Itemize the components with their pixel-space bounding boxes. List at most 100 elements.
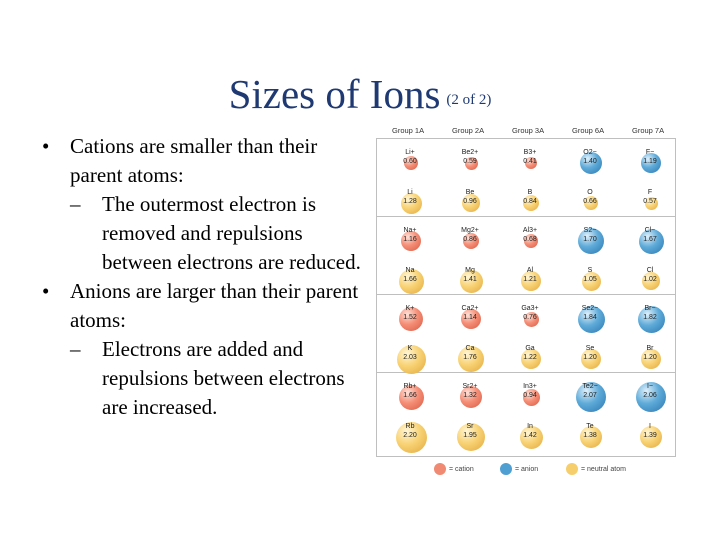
ion-label: Se2− 1.84 — [562, 304, 618, 322]
ion-cell: Li 1.28 — [382, 182, 440, 224]
neutral-sphere — [584, 196, 598, 210]
group-header: Group 1A — [392, 126, 425, 135]
ion-label: F 0.57 — [622, 188, 678, 206]
ion-cell: In3+ 0.94 — [502, 376, 560, 418]
neutral-sphere — [458, 346, 484, 372]
ion-radius: 1.95 — [463, 432, 477, 439]
ion-cell: Sr2+ 1.32 — [442, 376, 500, 418]
ion-radius: 1.38 — [583, 432, 597, 439]
legend-swatch — [566, 463, 578, 475]
ion-cell: Al 1.21 — [502, 260, 560, 302]
ion-label: Mg2+ 0.86 — [442, 226, 498, 244]
ion-symbol: Ga — [525, 345, 535, 352]
ion-radius: 1.52 — [403, 314, 417, 321]
ion-label: Cl− 1.67 — [622, 226, 678, 244]
ion-radius: 1.42 — [523, 432, 537, 439]
ion-label: Li 1.28 — [382, 188, 438, 206]
cation-sphere — [399, 307, 423, 331]
cation-sphere — [399, 385, 424, 410]
title-subtitle: (2 of 2) — [446, 92, 492, 108]
ion-label: Br− 1.82 — [622, 304, 678, 322]
anion-sphere — [641, 153, 661, 173]
ion-symbol: O — [587, 189, 593, 196]
ion-radius: 1.02 — [643, 276, 657, 283]
anion-sphere — [578, 228, 604, 254]
ion-radius: 0.60 — [403, 158, 417, 165]
ion-symbol: Li+ — [405, 149, 415, 156]
cation-sphere — [524, 312, 539, 327]
ion-radius: 0.94 — [523, 392, 537, 399]
ion-radius: 0.96 — [463, 198, 477, 205]
ion-symbol: Cl− — [644, 227, 656, 234]
cation-sphere — [525, 157, 537, 169]
ion-label: Rb 2.20 — [382, 422, 438, 440]
ion-symbol: Br− — [644, 305, 656, 312]
legend-label: = cation — [449, 465, 474, 473]
ion-label: Ga 1.22 — [502, 344, 558, 362]
grid-line — [376, 372, 676, 373]
ion-symbol: In — [527, 423, 533, 430]
cation-sphere — [404, 156, 418, 170]
ion-label: Cl 1.02 — [622, 266, 678, 284]
neutral-sphere — [521, 349, 541, 369]
ion-radius: 1.66 — [403, 392, 417, 399]
ion-radius: 1.20 — [583, 354, 597, 361]
ion-radius: 0.41 — [523, 158, 537, 165]
group-header: Group 6A — [572, 126, 605, 135]
ion-cell: Ca 1.76 — [442, 338, 500, 380]
ion-radius: 2.07 — [583, 392, 597, 399]
ion-cell: Na+ 1.16 — [382, 220, 440, 262]
ion-label: Te2− 2.07 — [562, 382, 618, 400]
ion-label: O 0.66 — [562, 188, 618, 206]
ion-cell: Te 1.38 — [562, 416, 620, 458]
sub-bullet-text: The outermost electron is removed and re… — [102, 192, 361, 274]
ion-symbol: K — [407, 345, 413, 352]
legend-label: = anion — [515, 465, 539, 473]
ion-radius: 1.76 — [463, 354, 477, 361]
neutral-sphere — [645, 197, 658, 210]
ion-label: I 1.39 — [622, 422, 678, 440]
bullet-item: • Anions are larger than their parent ato… — [40, 277, 370, 335]
ion-cell: I 1.39 — [622, 416, 680, 458]
dash-mark: – — [70, 337, 81, 361]
ion-radius: 1.05 — [583, 276, 597, 283]
ion-radius: 1.14 — [463, 314, 477, 321]
legend-swatch — [500, 463, 512, 475]
ion-symbol: Br — [646, 345, 654, 352]
anion-sphere — [576, 382, 606, 412]
ion-label: B3+ 0.41 — [502, 148, 558, 166]
ion-radius: 1.20 — [643, 354, 657, 361]
neutral-sphere — [521, 271, 541, 291]
ion-symbol: Al — [526, 267, 534, 274]
ion-size-figure: Group 1A Group 2A Group 3A Group 6A Group 7A… — [376, 126, 676, 482]
neutral-sphere — [642, 272, 660, 290]
ion-radius: 1.22 — [523, 354, 537, 361]
ion-cell: Se2− 1.84 — [562, 298, 620, 340]
ion-symbol: Sr — [466, 423, 474, 430]
neutral-sphere — [640, 426, 662, 448]
ion-label: Be 0.96 — [442, 188, 498, 206]
ion-symbol: Mg — [465, 267, 475, 274]
ion-cell: K+ 1.52 — [382, 298, 440, 340]
ion-radius: 1.19 — [643, 158, 657, 165]
sub-bullet-item: – Electrons are added and repulsions betw… — [40, 335, 370, 422]
ion-label: Ca2+ 1.14 — [442, 304, 498, 322]
neutral-sphere — [580, 426, 602, 448]
ion-symbol: Be — [465, 189, 475, 196]
grid-line — [376, 216, 676, 217]
ion-label: Al 1.21 — [502, 266, 558, 284]
ion-cell: B3+ 0.41 — [502, 142, 560, 184]
ion-symbol: B3+ — [523, 149, 537, 156]
cation-sphere — [465, 157, 478, 170]
ion-label: Mg 1.41 — [442, 266, 498, 284]
ion-label: I− 2.06 — [622, 382, 678, 400]
ion-symbol: Te2− — [582, 383, 598, 390]
ion-symbol: Ca — [465, 345, 475, 352]
ion-cell: Br 1.20 — [622, 338, 680, 380]
neutral-sphere — [397, 345, 426, 374]
ion-cell: Be 0.96 — [442, 182, 500, 224]
ion-label: Sr 1.95 — [442, 422, 498, 440]
ion-label: F− 1.19 — [622, 148, 678, 166]
neutral-sphere — [582, 272, 601, 291]
ion-symbol: B — [527, 189, 533, 196]
